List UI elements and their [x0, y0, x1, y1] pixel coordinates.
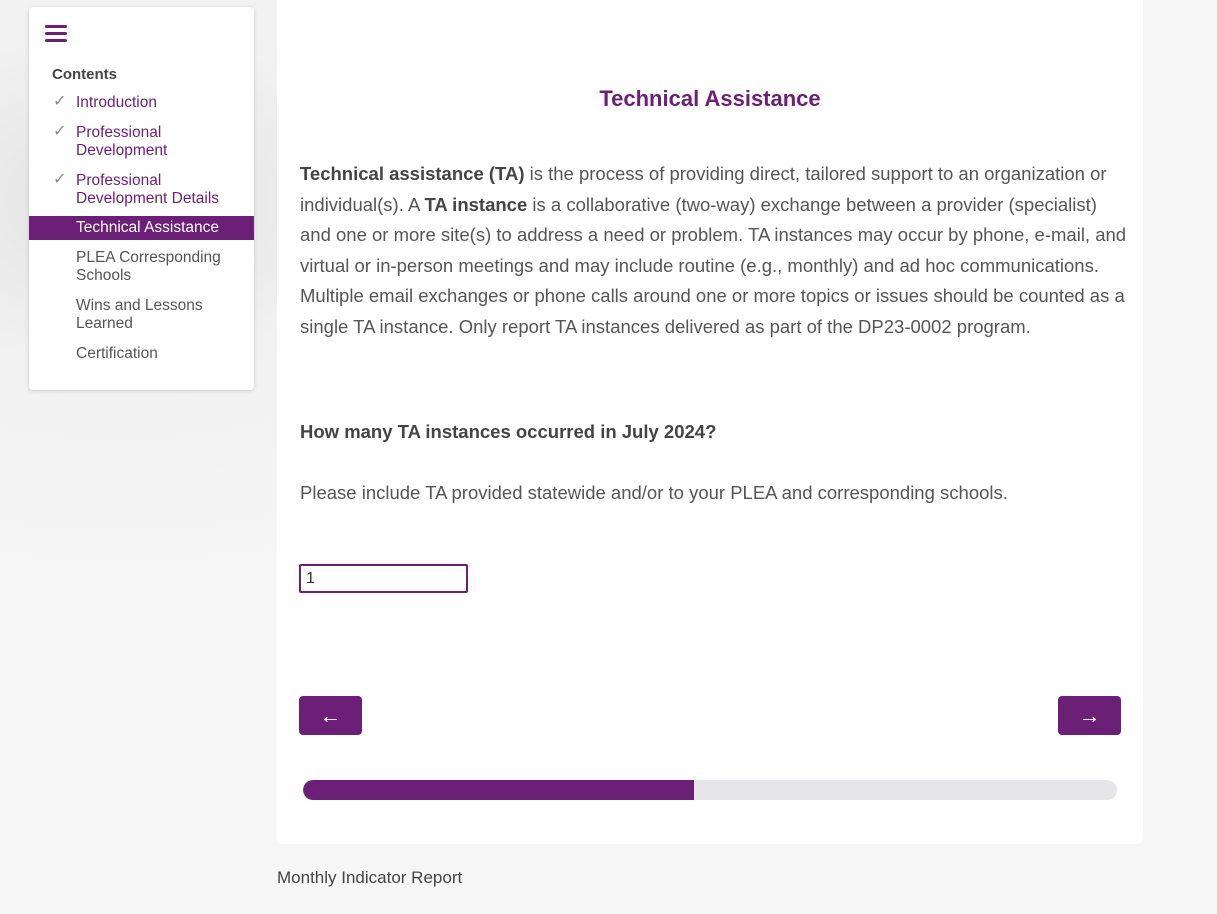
- nav-label: Technical Assistance: [76, 219, 220, 236]
- page-title: Technical Assistance: [599, 86, 821, 111]
- nav-label: Wins and Lessons Learned: [76, 297, 203, 332]
- question-hint: Please include TA provided statewide and…: [300, 482, 1008, 503]
- nav-item-certification[interactable]: Certification: [29, 344, 254, 363]
- term-ta: Technical assistance (TA): [300, 163, 525, 184]
- next-button[interactable]: →: [1058, 696, 1121, 735]
- check-icon: ✓: [53, 171, 67, 188]
- nav-label: Professional Development Details: [76, 172, 220, 207]
- check-icon: ✓: [53, 123, 67, 140]
- nav-item-professional-development[interactable]: ✓ Professional Development: [29, 123, 254, 160]
- nav-label: Certification: [76, 345, 158, 362]
- intro-part: is a collaborative (two-way) exchange be…: [300, 193, 1127, 337]
- nav-item-professional-development-details[interactable]: ✓ Professional Development Details: [29, 171, 254, 208]
- hamburger-icon[interactable]: [45, 25, 67, 43]
- progress-bar: [303, 780, 1117, 800]
- ta-instances-input[interactable]: [299, 564, 468, 593]
- nav-label: Professional Development: [76, 124, 168, 159]
- intro-part: is the process of providing direct, tail…: [300, 163, 1107, 215]
- nav-item-plea-corresponding-schools[interactable]: PLEA Corresponding Schools: [29, 248, 254, 285]
- survey-card: Technical Assistance Technical assistanc…: [277, 0, 1143, 844]
- intro-text: Technical assistance (TA) is the process…: [300, 159, 1130, 342]
- footer-text: Monthly Indicator Report: [277, 868, 463, 887]
- nav-label: PLEA Corresponding Schools: [76, 249, 221, 284]
- nav-item-introduction[interactable]: ✓ Introduction: [29, 93, 254, 112]
- sidebar: Contents ✓ Introduction ✓ Professional Dev…: [29, 7, 254, 390]
- check-icon: ✓: [53, 93, 67, 110]
- progress-fill: [303, 780, 694, 800]
- previous-button[interactable]: ←: [299, 696, 362, 735]
- term-ta-instance: TA instance: [424, 193, 528, 215]
- nav-label: Introduction: [76, 94, 157, 111]
- contents-heading: Contents: [52, 66, 117, 83]
- question-label: How many TA instances occurred in July 2…: [300, 421, 717, 442]
- nav-item-technical-assistance[interactable]: Technical Assistance: [29, 216, 254, 240]
- contents-nav: ✓ Introduction ✓ Professional Development …: [29, 93, 254, 374]
- nav-item-wins-and-lessons-learned[interactable]: Wins and Lessons Learned: [29, 296, 254, 333]
